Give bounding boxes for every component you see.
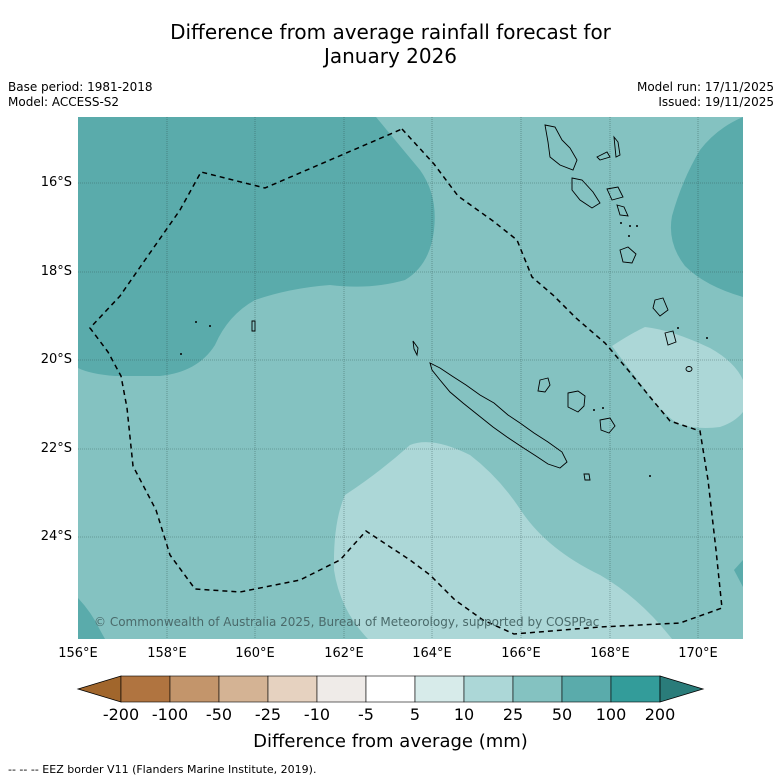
lon-label-164e: 164°E [412, 646, 452, 661]
colorbar-label-3: -50 [205, 705, 233, 724]
coastline-islet-east [685, 366, 693, 372]
colorbar-cell-8 [463, 675, 514, 703]
issued-date: Issued: 19/11/2025 [658, 95, 774, 109]
band-50-100-northeast [670, 117, 743, 297]
coastline-new-caledonia [429, 362, 568, 469]
colorbar-cell-9 [512, 675, 563, 703]
coastline-espiritu-santo [544, 124, 578, 171]
islet-j [602, 407, 604, 409]
coastline-islet-west [251, 320, 256, 332]
coastline-pentecost [606, 186, 624, 201]
band-10-25-south [333, 442, 672, 639]
islet-h [628, 235, 630, 237]
islet-b [209, 325, 211, 327]
colorbar-cell-7 [414, 675, 465, 703]
islet-e [649, 475, 651, 477]
lon-label-162e: 162°E [324, 646, 364, 661]
coastline-maewo [613, 135, 621, 158]
islet-i [593, 409, 595, 411]
colorbar-label-1: -200 [102, 705, 140, 724]
lon-label-168e: 168°E [590, 646, 630, 661]
model-run: Model run: 17/11/2025 [636, 80, 774, 94]
coastline-ouvea [537, 377, 551, 393]
band-10-25-east [612, 327, 743, 428]
colorbar-title: Difference from average (mm) [253, 731, 528, 752]
coastline-efate [619, 246, 637, 264]
colorbar-extend-low [76, 675, 122, 703]
islet-l [620, 222, 622, 224]
colorbar-label-10: 50 [551, 705, 573, 724]
colorbar-cell-3 [218, 675, 269, 703]
colorbar-cell-11 [610, 675, 661, 703]
colorbar-cell-2 [169, 675, 220, 703]
colorbar-label-2: -100 [151, 705, 189, 724]
lon-label-166e: 166°E [501, 646, 541, 661]
base-period: Base period: 1981-2018 [8, 80, 153, 94]
coastline-ambae [596, 151, 611, 161]
colorbar-label-7: 5 [409, 705, 421, 724]
lat-label-22s: 22°S [40, 441, 72, 456]
lat-label-20s: 20°S [40, 352, 72, 367]
coastline-mare [599, 417, 616, 434]
title-line-1: Difference from average rainfall forecas… [170, 20, 611, 44]
colorbar-cell-4 [267, 675, 318, 703]
colorbar-cell-6 [365, 675, 416, 703]
meta-right: Model run: 17/11/2025 Issued: 19/11/2025 [637, 80, 774, 110]
colorbar-cell-5 [316, 675, 367, 703]
islet-f [629, 225, 631, 227]
lon-label-156e: 156°E [58, 646, 98, 661]
lat-label-16s: 16°S [40, 175, 72, 190]
coastline-belep [412, 340, 419, 357]
eez-border [89, 128, 723, 635]
colorbar-label-5: -10 [303, 705, 331, 724]
lat-label-24s: 24°S [40, 529, 72, 544]
islet-c [180, 353, 182, 355]
band-50-100-southeast [734, 560, 743, 587]
model-name: Model: ACCESS-S2 [8, 95, 120, 109]
lon-label-170e: 170°E [678, 646, 718, 661]
lon-label-160e: 160°E [235, 646, 275, 661]
coastline-malekula [571, 177, 601, 209]
colorbar-cell-1 [120, 675, 171, 703]
map-panel [78, 117, 743, 639]
colorbar-label-4: -25 [254, 705, 282, 724]
copyright-text: © Commonwealth of Australia 2025, Bureau… [94, 615, 599, 629]
colorbar-cell-10 [561, 675, 612, 703]
islet-k [677, 327, 679, 329]
islet-d [706, 337, 708, 339]
coastline-lifou [567, 390, 586, 413]
title-line-2: January 2026 [323, 44, 458, 68]
coastline-tanna [652, 297, 669, 317]
colorbar-extend-high [659, 675, 705, 703]
colorbar-label-12: 200 [644, 705, 676, 724]
coastline-aneityum [664, 330, 677, 346]
coastline-epi [616, 204, 629, 217]
coastline-isle-of-pines [583, 473, 591, 481]
colorbar-label-9: 25 [502, 705, 524, 724]
lat-label-18s: 18°S [40, 264, 72, 279]
colorbar-label-6: -5 [358, 705, 374, 724]
graticule [78, 117, 743, 639]
footer-eez-note: -- -- -- EEZ border V11 (Flanders Marine… [8, 763, 317, 776]
islet-a [195, 321, 197, 323]
lon-label-158e: 158°E [147, 646, 187, 661]
map-title: Difference from average rainfall forecas… [0, 20, 781, 68]
colorbar-label-8: 10 [453, 705, 475, 724]
meta-left: Base period: 1981-2018 Model: ACCESS-S2 [8, 80, 153, 110]
colorbar [76, 675, 705, 703]
colorbar-label-11: 100 [595, 705, 627, 724]
band-50-100-southwest [78, 598, 105, 639]
islet-g [636, 225, 638, 227]
